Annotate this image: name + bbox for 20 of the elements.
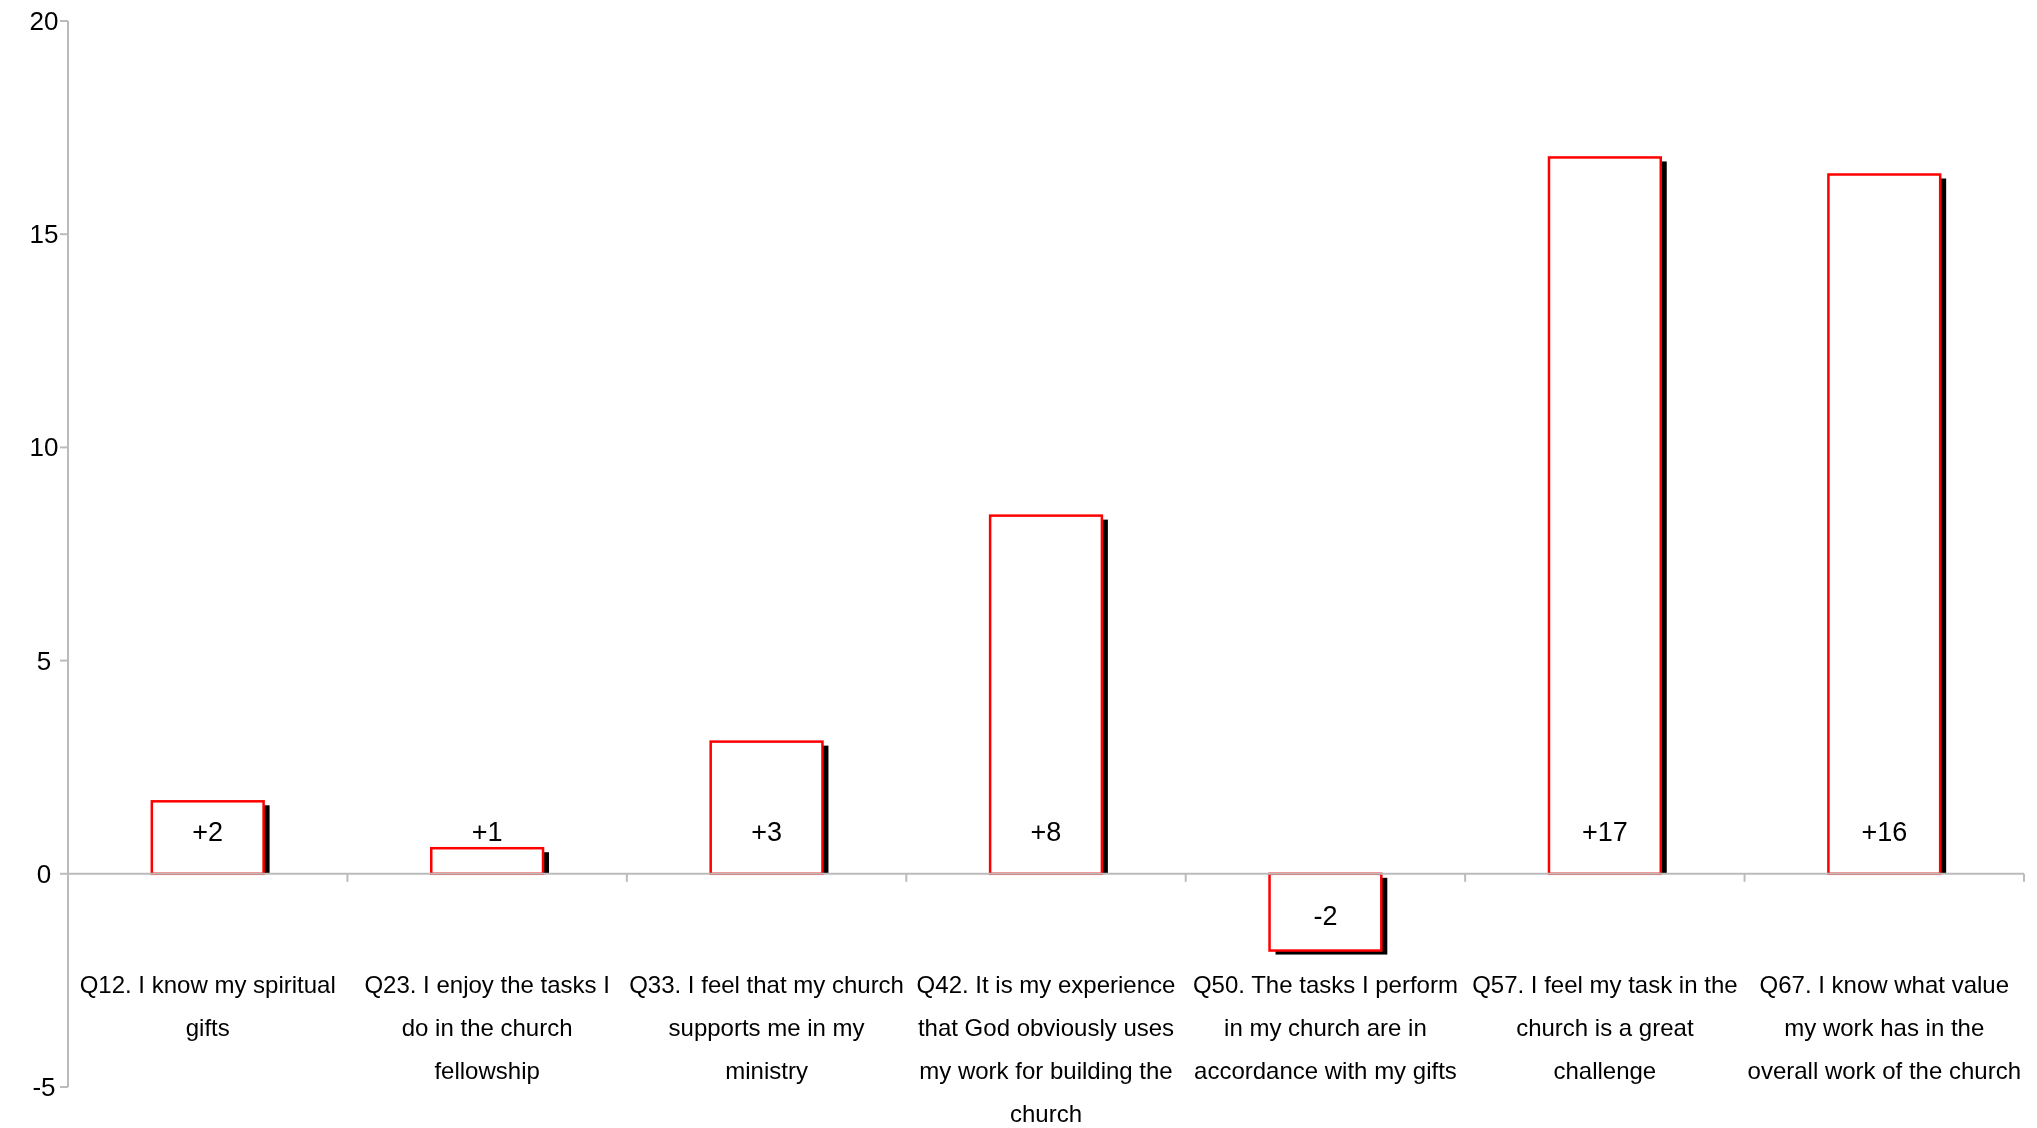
data-label: +17 [1581,816,1628,847]
y-tick-label: -5 [32,1072,56,1102]
x-tick-label: Q50. The tasks I perform in my church are in accordance with my gifts [1192,970,1458,1084]
data-label: +1 [471,816,503,847]
x-tick-label: Q12. I know my spiritual gifts [79,970,336,1041]
data-label: +3 [751,816,782,847]
y-tick-label: 10 [29,432,59,463]
y-tick-label: 15 [29,219,59,250]
y-tick-label: 5 [36,645,52,676]
data-label: -2 [1313,900,1338,931]
x-tick-label: Q42. It is my experience that God obviously uses my work for building the church [916,970,1176,1127]
data-label: +8 [1030,816,1062,847]
x-tick-label: Q67. I know what value my work has in the overall work of the church [1747,970,2022,1084]
x-tick-label: Q57. I feel my task in the church is a great challenge [1472,970,1738,1084]
x-tick-label: Q33. I feel that my church supports me in my ministry [629,970,904,1084]
y-tick-label: 0 [36,858,52,889]
x-tick-label: Q23. I enjoy the tasks I do in the church fellowship [364,970,610,1084]
data-label: +16 [1861,816,1908,847]
data-label: +2 [192,816,224,847]
y-tick-label: 20 [29,6,59,36]
